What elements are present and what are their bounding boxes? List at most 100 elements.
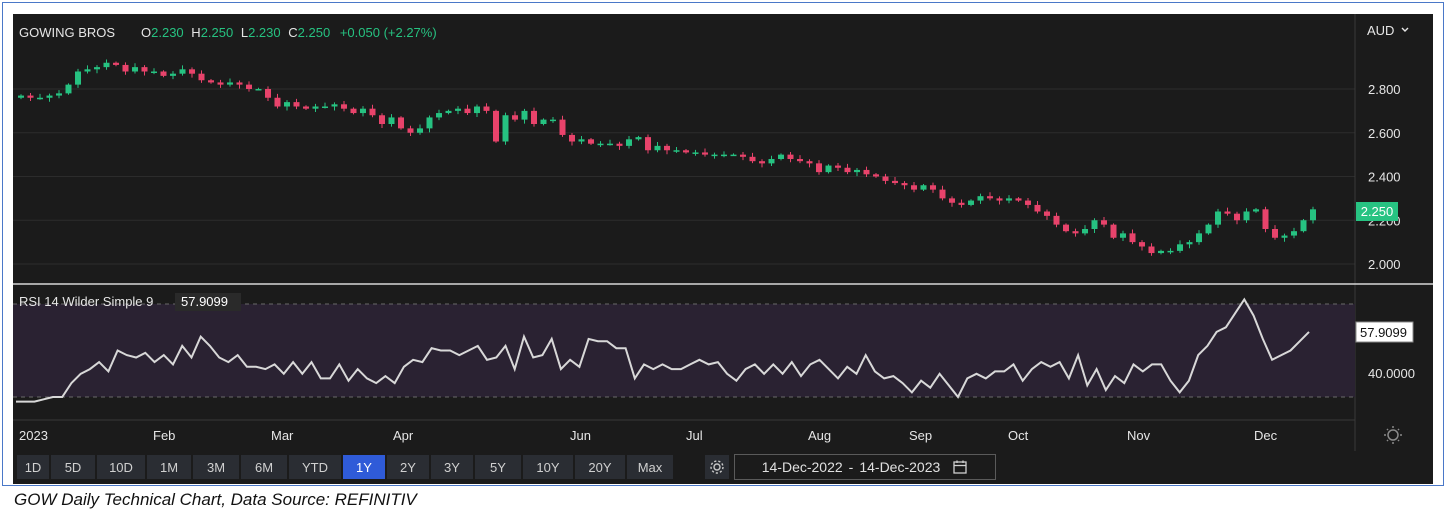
candle-body[interactable] — [1129, 233, 1136, 243]
candle-body[interactable] — [1205, 224, 1212, 234]
candle-body[interactable] — [464, 108, 471, 114]
candle-body[interactable] — [379, 115, 385, 124]
candle-body[interactable] — [208, 80, 214, 83]
candle-body[interactable] — [1044, 211, 1050, 216]
candle-body[interactable] — [350, 108, 357, 114]
timeframe-button-20y[interactable]: 20Y — [574, 454, 626, 480]
candle-body[interactable] — [141, 67, 148, 72]
timeframe-button-1y[interactable]: 1Y — [342, 454, 386, 480]
timeframe-button-5y[interactable]: 5Y — [474, 454, 522, 480]
candle-body[interactable] — [930, 185, 936, 190]
chart-settings-button[interactable] — [1384, 426, 1402, 444]
candle-body[interactable] — [455, 108, 461, 111]
candle-body[interactable] — [160, 71, 167, 76]
candle-body[interactable] — [559, 119, 566, 135]
candle-body[interactable] — [683, 150, 689, 153]
candle-body[interactable] — [445, 110, 452, 114]
candle-body[interactable] — [417, 128, 423, 133]
candle-body[interactable] — [863, 169, 870, 175]
candle-body[interactable] — [977, 196, 984, 201]
candle-body[interactable] — [151, 71, 157, 74]
candle-body[interactable] — [284, 102, 290, 107]
timeframe-button-1d[interactable]: 1D — [16, 454, 50, 480]
candle-body[interactable] — [616, 143, 623, 146]
candle-body[interactable] — [588, 139, 594, 144]
candle-body[interactable] — [483, 106, 490, 111]
toolbar-settings-button[interactable] — [704, 454, 730, 480]
candle-body[interactable] — [1034, 204, 1041, 212]
candle-body[interactable] — [645, 137, 651, 151]
candle-body[interactable] — [1310, 209, 1316, 221]
candle-body[interactable] — [635, 137, 642, 140]
candle-body[interactable] — [692, 152, 699, 154]
candle-body[interactable] — [759, 161, 765, 164]
candle-body[interactable] — [1167, 250, 1174, 253]
candle-body[interactable] — [312, 106, 319, 109]
candle-body[interactable] — [550, 119, 556, 122]
candle-body[interactable] — [94, 67, 100, 70]
candle-body[interactable] — [27, 95, 34, 98]
candle-body[interactable] — [227, 82, 233, 85]
candle-body[interactable] — [132, 67, 138, 72]
candle-body[interactable] — [65, 84, 72, 94]
timeframe-button-6m[interactable]: 6M — [240, 454, 288, 480]
candle-body[interactable] — [1196, 233, 1202, 243]
rsi-line[interactable] — [16, 297, 1310, 403]
candle-body[interactable] — [1215, 211, 1221, 225]
candle-body[interactable] — [730, 154, 737, 157]
candle-body[interactable] — [1291, 231, 1297, 236]
candle-body[interactable] — [236, 82, 243, 85]
candle-body[interactable] — [1082, 229, 1088, 234]
candle-body[interactable] — [664, 145, 670, 151]
chevron-down-icon[interactable] — [1401, 27, 1409, 32]
candle-body[interactable] — [939, 189, 946, 199]
currency-label[interactable]: AUD — [1367, 23, 1394, 38]
candle-body[interactable] — [1186, 242, 1193, 245]
timeframe-button-2y[interactable]: 2Y — [386, 454, 430, 480]
candle-body[interactable] — [255, 89, 262, 91]
gear-icon[interactable] — [709, 459, 725, 475]
candle-body[interactable] — [835, 165, 841, 168]
candle-body[interactable] — [702, 152, 708, 155]
timeframe-button-1m[interactable]: 1M — [146, 454, 192, 480]
candlestick-series[interactable] — [18, 59, 1316, 256]
candle-body[interactable] — [198, 73, 205, 81]
candle-body[interactable] — [958, 202, 965, 205]
candle-body[interactable] — [1110, 224, 1117, 238]
candle-body[interactable] — [398, 117, 404, 129]
candle-body[interactable] — [1120, 233, 1126, 238]
candle-body[interactable] — [968, 200, 974, 205]
candle-body[interactable] — [1015, 198, 1022, 201]
candle-body[interactable] — [113, 62, 119, 65]
candle-body[interactable] — [436, 113, 442, 118]
candle-body[interactable] — [1063, 224, 1069, 232]
candle-body[interactable] — [673, 150, 680, 152]
candle-body[interactable] — [1224, 211, 1231, 214]
candle-body[interactable] — [1053, 215, 1060, 225]
candle-body[interactable] — [787, 154, 794, 159]
candle-body[interactable] — [179, 69, 186, 74]
gear-icon[interactable] — [1387, 429, 1399, 441]
candle-body[interactable] — [493, 110, 499, 142]
date-range-end[interactable]: 14-Dec-2023 — [859, 459, 941, 475]
candle-body[interactable] — [388, 117, 395, 124]
candle-body[interactable] — [1253, 209, 1259, 212]
candle-body[interactable] — [816, 163, 822, 173]
date-range-picker[interactable]: 14-Dec-2022 - 14-Dec-2023 — [734, 454, 996, 480]
candle-body[interactable] — [1177, 244, 1183, 251]
candle-body[interactable] — [920, 185, 927, 190]
candle-body[interactable] — [844, 167, 851, 173]
candle-body[interactable] — [246, 84, 252, 89]
date-range-start[interactable]: 14-Dec-2022 — [761, 459, 843, 475]
candle-body[interactable] — [911, 185, 917, 190]
candle-body[interactable] — [217, 82, 224, 85]
candle-body[interactable] — [654, 145, 661, 151]
candle-body[interactable] — [1243, 211, 1250, 221]
timeframe-button-10d[interactable]: 10D — [96, 454, 146, 480]
candle-body[interactable] — [369, 108, 376, 116]
candle-body[interactable] — [341, 104, 347, 109]
candle-body[interactable] — [103, 62, 110, 68]
candle-body[interactable] — [797, 159, 803, 162]
candle-body[interactable] — [1300, 220, 1307, 232]
candle-body[interactable] — [607, 143, 613, 146]
